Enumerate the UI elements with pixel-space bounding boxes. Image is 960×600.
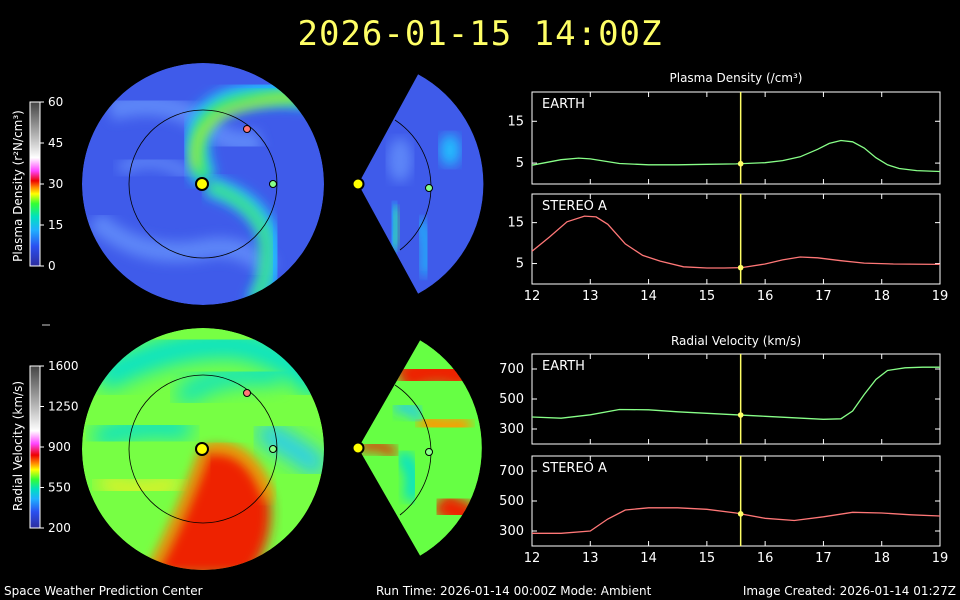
x-tick-label: 15 [699,551,716,566]
x-tick-label: 14 [640,289,657,304]
sun-marker-velocity [195,442,209,456]
x-tick-label: 17 [815,289,832,304]
velocity-colorbar: 1600 1250 900 550 200 Radial Velocity (km/s) [11,359,79,535]
colorbar-tick-label: 1600 [48,359,79,373]
footer-image-created: Image Created: 2026-01-14 01:27Z [742,584,956,598]
x-tick-label: 19 [932,289,949,304]
earth-marker-wedge [425,184,433,192]
density-colorbar-ticks: 60 45 30 15 0 [40,95,63,273]
earth-marker-wedge-velocity [425,448,433,456]
x-tick-label: 17 [815,551,832,566]
chart-frame [531,455,941,547]
x-tick-label: 13 [582,289,599,304]
x-tick-label: 16 [757,551,774,566]
colorbar-tick-label: 1250 [48,400,79,414]
footer-organization: Space Weather Prediction Center [4,584,203,598]
panel-label: STEREO A [542,199,607,214]
chart-panel-1: STEREO A 15 5 12 13 14 15 16 17 18 19 [507,193,949,304]
colorbar-tick-label: 15 [48,218,63,232]
colorbar-tick-label: 900 [48,440,71,454]
chart-frame [531,193,941,285]
density-colorbar-label: Plasma Density (r²N/cm³) [11,110,25,262]
wedge-orbit-arc [394,119,432,251]
colorbar-tick-label: 0 [48,259,56,273]
x-tick-label: 18 [873,289,890,304]
velocity-meridional-wedge [358,340,483,556]
earth-marker-velocity [269,445,277,453]
footer-run-info: Run Time: 2026-01-14 00:00Z Mode: Ambien… [376,584,652,598]
cursor-point [737,160,744,167]
chart-title: Plasma Density (/cm³) [670,71,803,85]
x-tick-label: 13 [582,551,599,566]
panel-label: EARTH [542,97,585,112]
panel-label: STEREO A [542,461,607,476]
stereo-a-marker [243,125,251,133]
colorbar-tick-label: 550 [48,481,71,495]
x-tick-label: 19 [932,551,949,566]
chart-frame [531,353,941,445]
x-tick-label: 12 [524,289,541,304]
x-tick-label: 12 [524,551,541,566]
sun-marker-wedge [351,177,365,191]
colorbar-tick-label: 30 [48,177,63,191]
density-colorbar: 60 45 30 15 0 Plasma Density (r²N/cm³) [11,95,63,273]
y-tick-label: 500 [499,392,524,407]
cursor-point [737,412,744,418]
density-meridional-wedge [358,74,484,294]
series-line [532,507,941,534]
sun-marker-wedge-velocity [351,441,365,455]
x-tick-label: 18 [873,551,890,566]
y-tick-label: 300 [499,422,524,437]
series-line [531,215,941,269]
page-title: 2026-01-15 14:00Z [297,14,663,54]
cursor-point [737,511,744,517]
cursor-point [737,264,744,271]
chart-panel-2: Radial Velocity (km/s) EARTH 700 500 300 [499,334,941,445]
y-tick-label: 700 [499,362,524,377]
y-tick-label: 5 [516,156,524,171]
time-series-charts: Plasma Density (/cm³) EARTH 15 5 STEREO A 15 5… [499,71,948,566]
panel-label: EARTH [542,359,585,374]
sun-marker [195,177,209,191]
y-tick-label: 15 [507,114,524,129]
y-tick-label: 700 [499,464,524,479]
chart-frame [531,91,941,185]
x-tick-label: 15 [699,289,716,304]
series-line [531,139,941,173]
earth-marker [269,180,277,188]
y-tick-label: 15 [507,216,524,231]
colorbar-tick-label: 45 [48,136,63,150]
x-tick-label: 14 [640,551,657,566]
x-tick-label: 16 [757,289,774,304]
colorbar-tick-label: 60 [48,95,63,109]
colorbar-tick-label: 200 [48,521,71,535]
series-line [531,366,940,420]
y-tick-label: 500 [499,494,524,509]
velocity-colorbar-label: Radial Velocity (km/s) [11,381,25,511]
y-tick-label: 5 [516,257,524,272]
chart-title: Radial Velocity (km/s) [671,334,801,348]
velocity-colorbar-ticks: 1600 1250 900 550 200 [40,359,79,535]
stereo-a-marker-velocity [243,389,251,397]
y-tick-label: 300 [499,524,524,539]
chart-panel-0: Plasma Density (/cm³) EARTH 15 5 [507,71,941,185]
